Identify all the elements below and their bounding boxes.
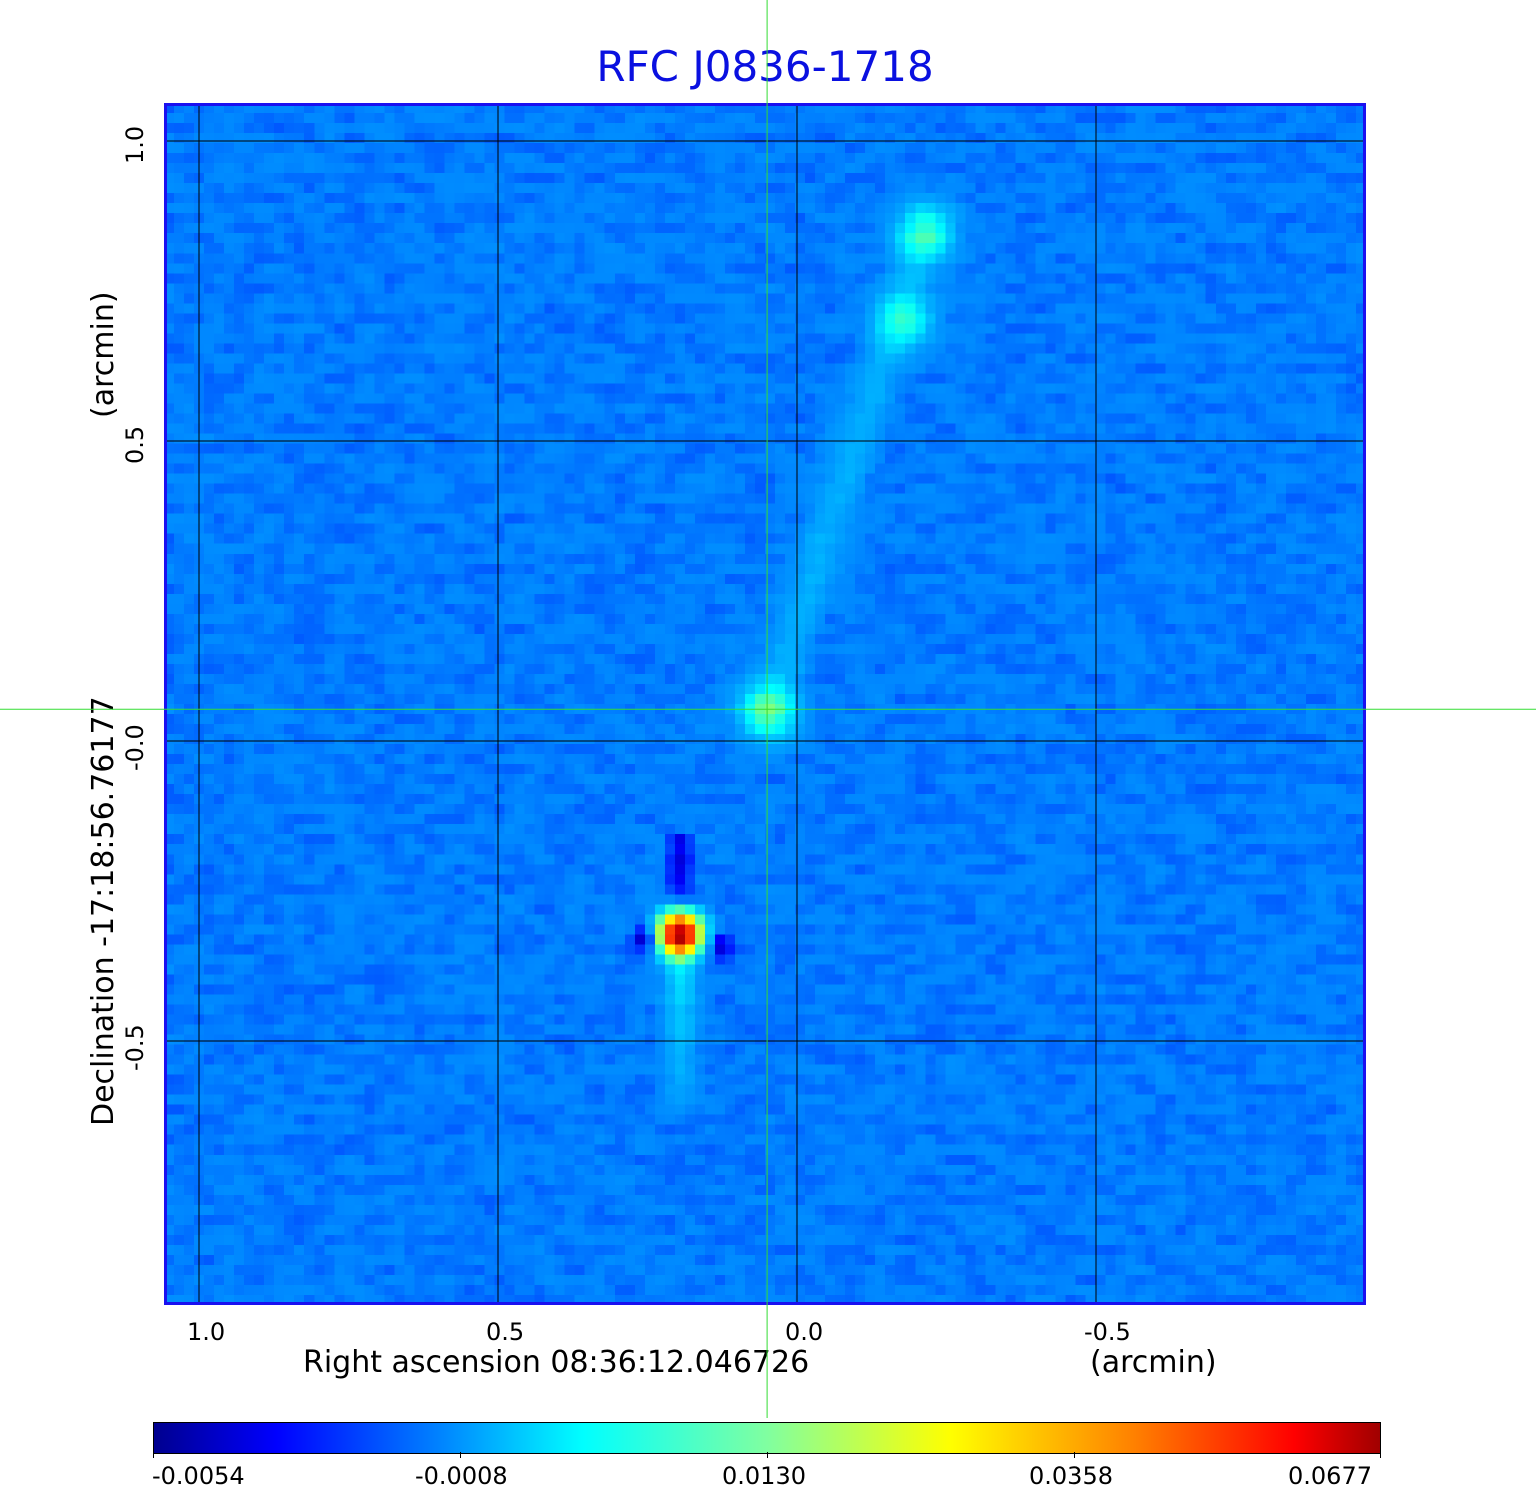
x-tick-label: -0.5: [1084, 1318, 1131, 1346]
x-tick-label: 1.0: [187, 1318, 226, 1346]
colorbar-tick-label: 0.0358: [1029, 1462, 1113, 1490]
colorbar-tick-mark: [767, 1452, 768, 1458]
y-tick-label: 0.5: [121, 425, 149, 464]
y-axis-unit: (arcmin): [86, 291, 121, 418]
y-tick-label: -0.5: [121, 1024, 149, 1071]
colorbar-tick-mark: [153, 1452, 154, 1458]
chart-title: RFC J0836-1718: [596, 42, 934, 91]
colorbar-tick-label: 0.0130: [722, 1462, 806, 1490]
colorbar-tick-label: -0.0008: [415, 1462, 508, 1490]
colorbar-tick-mark: [1074, 1452, 1075, 1458]
y-tick-label: 1.0: [121, 125, 149, 164]
x-axis-unit: (arcmin): [1090, 1345, 1217, 1380]
heatmap-image: [164, 103, 1366, 1305]
colorbar-tick-label: 0.0677: [1288, 1462, 1372, 1490]
image-plot-area: [164, 103, 1366, 1305]
x-tick-label: 0.0: [785, 1318, 824, 1346]
grid-lines: [164, 103, 1366, 1305]
colorbar: [153, 1422, 1381, 1454]
plot-frame: [164, 103, 1366, 1305]
colorbar-tick-mark: [1380, 1452, 1381, 1458]
colorbar-tick-label: -0.0054: [152, 1462, 245, 1490]
y-axis-label: Declination -17:18:56.76177: [86, 696, 121, 1126]
x-tick-label: 0.5: [486, 1318, 525, 1346]
colorbar-tick-mark: [460, 1452, 461, 1458]
y-tick-label: -0.0: [121, 724, 149, 771]
x-axis-label: Right ascension 08:36:12.046726: [303, 1345, 810, 1380]
